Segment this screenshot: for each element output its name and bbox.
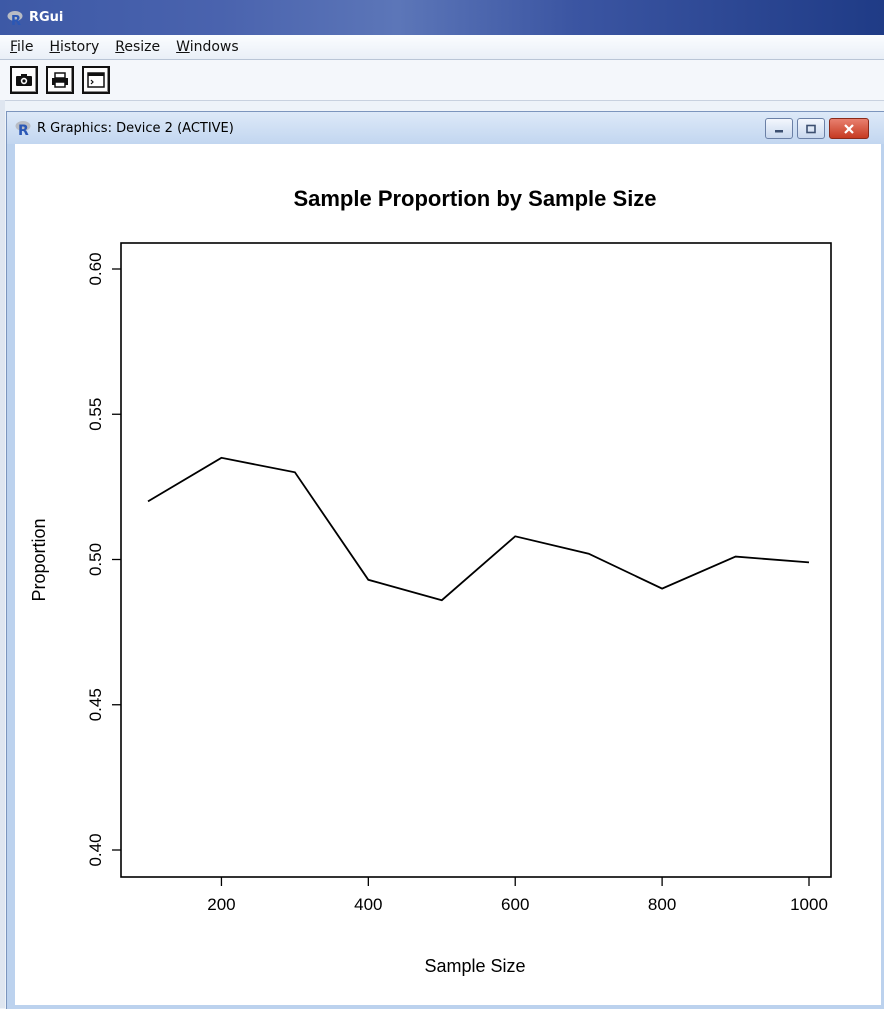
x-axis: 200 400 600 800 1000 (207, 877, 828, 914)
minimize-button[interactable] (765, 118, 793, 139)
close-icon (844, 123, 854, 134)
y-axis: 0.40 0.45 0.50 0.55 0.60 (86, 252, 121, 867)
svg-text:R: R (11, 14, 21, 26)
plot-frame (120, 242, 832, 878)
x-tick-label: 800 (648, 895, 676, 914)
series-line (147, 456, 810, 602)
menu-mnemonic: F (10, 39, 18, 55)
menu-mnemonic: R (115, 39, 125, 55)
minimize-icon (775, 129, 783, 132)
x-axis-label: Sample Size (424, 956, 525, 976)
menu-label: indows (189, 39, 239, 55)
close-button[interactable] (829, 118, 869, 139)
line-chart: Sample Proportion by Sample Size 200 400 6… (29, 186, 832, 976)
y-tick-label: 0.45 (86, 688, 105, 721)
svg-text:R: R (18, 123, 29, 136)
x-tick-label: 600 (501, 895, 529, 914)
copy-plot-button[interactable] (10, 66, 38, 94)
menu-resize[interactable]: Resize (115, 39, 160, 55)
y-tick-label: 0.60 (86, 252, 105, 285)
graphics-window-titlebar[interactable]: R R Graphics: Device 2 (ACTIVE) (7, 112, 884, 144)
mdi-left-edge (0, 100, 5, 1008)
graphics-window: R R Graphics: Device 2 (ACTIVE) Sample P… (6, 111, 884, 1009)
y-tick-label: 0.40 (86, 833, 105, 866)
x-tick-label: 400 (354, 895, 382, 914)
x-tick-label: 1000 (790, 895, 828, 914)
printer-icon (52, 72, 68, 88)
toolbar (0, 60, 884, 101)
menu-label: istory (59, 39, 100, 55)
chart-title: Sample Proportion by Sample Size (293, 186, 656, 211)
y-axis-label: Proportion (29, 518, 49, 601)
series-group (147, 456, 810, 602)
console-button[interactable] (82, 66, 110, 94)
menubar: File History Resize Windows (0, 35, 884, 60)
x-tick-label: 200 (207, 895, 235, 914)
camera-icon (16, 74, 32, 86)
menu-label: esize (124, 39, 161, 55)
app-title: RGui (29, 10, 64, 25)
menu-file[interactable]: File (10, 39, 33, 55)
print-button[interactable] (46, 66, 74, 94)
menu-mnemonic: H (49, 39, 60, 55)
r-logo-icon: R (6, 9, 23, 26)
graphics-window-title: R Graphics: Device 2 (ACTIVE) (37, 120, 234, 136)
menu-windows[interactable]: Windows (176, 39, 239, 55)
y-tick-label: 0.55 (86, 398, 105, 431)
app-titlebar: R RGui (0, 0, 884, 35)
maximize-icon (806, 124, 816, 133)
y-tick-label: 0.50 (86, 543, 105, 576)
window-controls (765, 118, 869, 139)
r-logo-icon: R (15, 120, 31, 136)
menu-label: ile (17, 39, 34, 55)
plot-canvas: Sample Proportion by Sample Size 200 400 6… (15, 144, 881, 1005)
maximize-button[interactable] (797, 118, 825, 139)
menu-mnemonic: W (176, 39, 190, 55)
console-window-icon (87, 72, 105, 88)
menu-history[interactable]: History (49, 39, 99, 55)
